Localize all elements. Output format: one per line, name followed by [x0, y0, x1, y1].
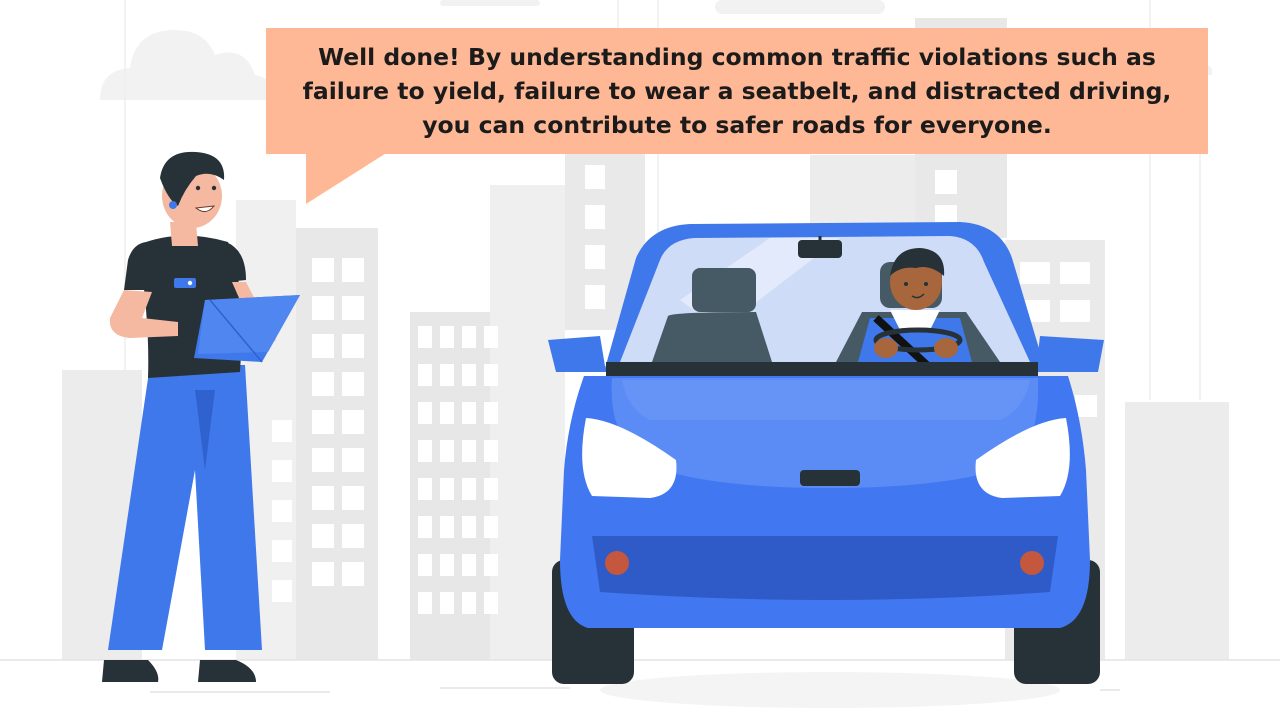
car-illustration [548, 222, 1104, 684]
feedback-message: Well done! By understanding common traff… [302, 43, 1172, 139]
instructor-figure [102, 151, 300, 682]
speech-bubble-tail [306, 152, 388, 204]
speech-bubble: Well done! By understanding common traff… [266, 28, 1208, 154]
